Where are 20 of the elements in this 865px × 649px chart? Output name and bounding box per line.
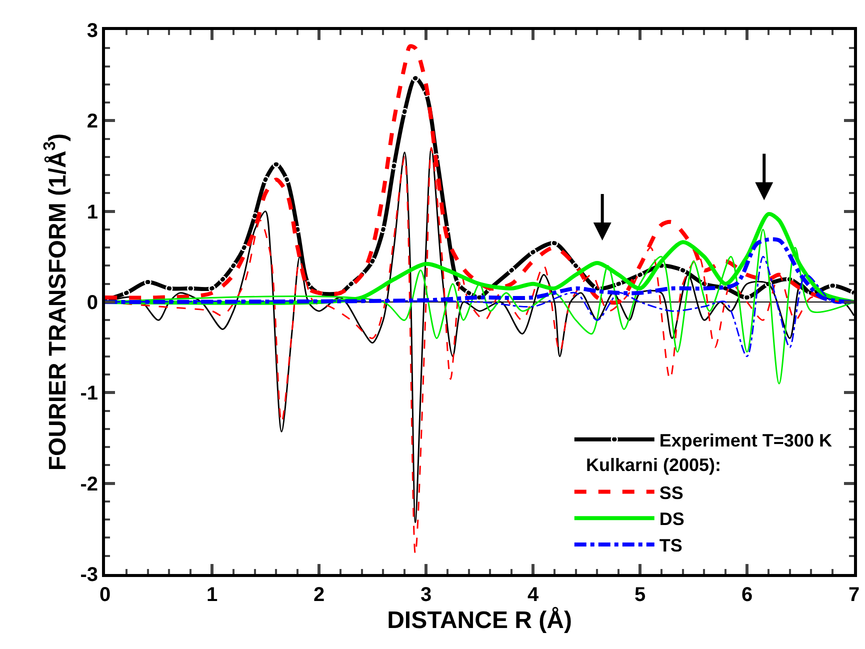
y-tick-label: 3: [86, 20, 98, 42]
legend-label: DS: [659, 509, 684, 530]
legend-label: TS: [659, 536, 682, 556]
x-tick-label: 2: [313, 584, 325, 606]
x-tick-label: 4: [527, 584, 540, 606]
x-axis-title: DISTANCE R (Å): [387, 606, 572, 634]
y-tick-label: -3: [80, 564, 98, 586]
x-tick-label: 3: [420, 584, 432, 606]
y-tick-label: -1: [80, 382, 98, 405]
x-tick-label: 5: [634, 584, 646, 606]
annotation: Kulkarni (2005):: [586, 455, 722, 475]
y-tick-label: 2: [86, 110, 98, 133]
legend-label: Experiment T=300 K: [659, 430, 832, 450]
legend-label: SS: [659, 482, 684, 503]
y-tick-label: -2: [80, 473, 98, 496]
x-tick-label: 7: [848, 584, 860, 606]
y-tick-label: 0: [86, 292, 98, 314]
x-tick-label: 6: [741, 584, 753, 606]
x-tick-label: 1: [206, 584, 218, 606]
y-tick-label: 1: [86, 201, 98, 224]
